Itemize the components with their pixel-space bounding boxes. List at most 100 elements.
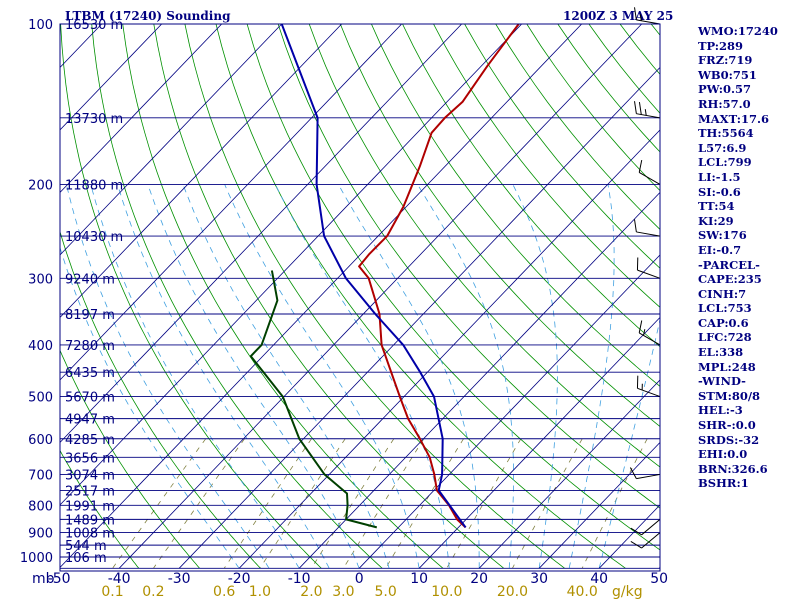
dry-adiabat [371,24,660,387]
dry-adiabat [60,230,261,569]
pressure-tick-label: 700 [28,468,53,483]
isotherm [60,24,222,193]
moist-adiabat [60,246,240,569]
isotherm [418,316,660,569]
mixing-ratio-line [385,438,464,569]
mixing-ratio-line [581,438,648,569]
pressure-tick-label: 300 [28,272,53,287]
index-item: KI:29 [698,213,734,228]
index-item: FRZ:719 [698,53,753,68]
index-item: TH:5564 [698,126,754,141]
wind-barb [630,532,661,549]
temperature-tick-label: -40 [108,571,131,587]
temperature-tick-label: -30 [168,571,191,587]
height-label: 1489 m [65,513,115,528]
index-item: RH:57.0 [698,96,751,111]
height-label: 3074 m [65,468,115,483]
mixing-ratio-line [311,438,395,569]
moist-adiabat [90,184,300,569]
isotherm [178,66,660,569]
index-item: MAXT:17.6 [698,111,769,126]
mixing-ratio-line [446,438,522,569]
index-item: MPL:248 [698,359,756,374]
isotherm [60,24,582,568]
index-item: TP:289 [698,38,744,53]
wind-barb-staff [638,332,661,346]
index-item: -WIND- [698,374,746,389]
pressure-tick-label: 800 [28,499,53,514]
height-label: 2517 m [65,484,115,499]
index-item: EI:-0.7 [698,242,742,257]
moist-adiabat [224,184,420,569]
mixing-ratio-label: 0.1 [101,584,123,600]
wind-barb-half-flag [643,329,646,336]
moist-adiabat [66,184,270,569]
height-label: 106 m [65,551,107,566]
mixing-ratio-label: 40.0 [567,584,598,600]
isotherm [478,379,660,569]
wind-barb-half-flag [644,109,647,116]
height-label: 6435 m [65,366,115,381]
isotherm [60,24,342,318]
wind-barb-staff [638,172,661,185]
index-item: CAPE:235 [698,272,762,287]
mixing-ratio-label: 1.0 [249,584,271,600]
wind-barb-flag [634,7,637,20]
index-item: PW:0.57 [698,82,752,97]
sounding-indices: WMO:17240 TP:289 FRZ:719 WB0:751 PW:0.57 RH:5… [698,24,778,491]
moist-adiabat [117,184,330,569]
height-label: 9240 m [65,272,115,287]
mixing-ratio-line [259,438,346,569]
mixing-ratio-label: 5.0 [375,584,397,600]
dry-adiabat [60,349,200,569]
dry-adiabat [184,24,565,569]
plot-frame [59,23,661,572]
dry-adiabat [60,24,322,569]
temperature-tick-label: 40 [590,571,608,587]
height-label: 13730 m [65,112,123,127]
temperature-tick-label: -50 [48,571,71,587]
isotherm [118,24,642,569]
moist-adiabat [338,184,480,569]
wind-barb-flag [634,101,637,114]
moist-adiabat [147,184,360,569]
dewpoint-line [249,270,378,529]
index-item: STM:80/8 [698,388,761,403]
dry-adiabat [153,24,505,569]
mixing-ratio-unit: g/kg [612,584,643,600]
dry-adiabat [433,24,660,308]
mixing-ratio-label: 10.0 [431,584,462,600]
wind-barb [634,219,661,237]
wind-barbs [629,7,661,549]
wind-barb-flag [629,467,637,479]
isotherm [60,24,462,443]
moist-adiabat [568,184,615,569]
index-item: LFC:728 [698,330,752,345]
dry-adiabat [775,24,800,568]
height-label: 7280 m [65,339,115,354]
wind-barb-flag [634,219,637,233]
wind-barb [638,159,661,185]
index-item: TT:54 [698,199,735,214]
index-item: BSHR:1 [698,476,749,491]
temperature-tick-label: 30 [530,571,548,587]
dry-adiabat [464,24,660,269]
mixing-ratio-line [343,438,425,569]
isotherm [60,24,522,506]
moist-adiabat [598,318,660,569]
wind-barb-flag [638,159,643,173]
isotherm [60,24,402,381]
temperature-tick-label: 10 [410,571,428,587]
wind-barb-staff [636,231,661,237]
wind-barb-staff [636,19,661,25]
temperature-tick-label: 20 [470,571,488,587]
height-label: 11880 m [65,178,123,193]
temperature-tick-label: -10 [288,571,311,587]
height-label: 4947 m [65,413,115,428]
wind-barb-staff [636,113,661,119]
wind-barb-staff [636,473,661,480]
pressure-tick-label: 100 [28,18,53,33]
wind-barb-staff [637,387,661,398]
pressure-tick-label: 600 [28,433,53,448]
wind-barb [634,7,661,25]
